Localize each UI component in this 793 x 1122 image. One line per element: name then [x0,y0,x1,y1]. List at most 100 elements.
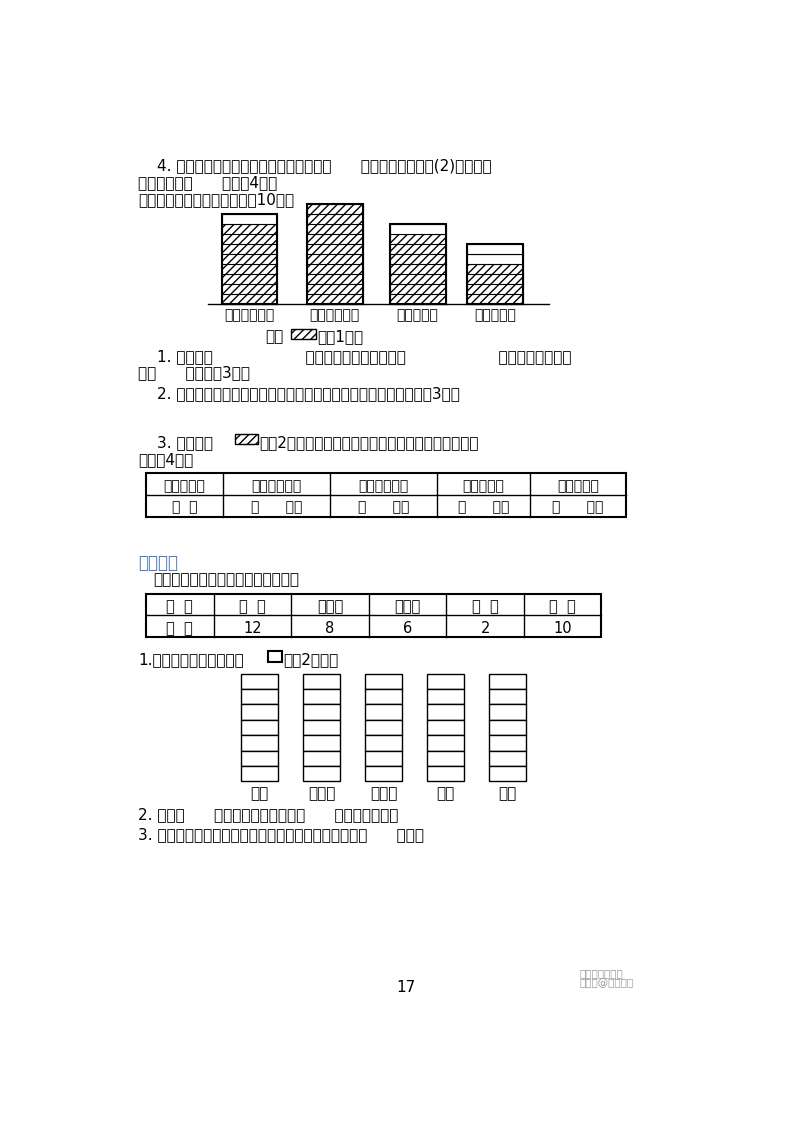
Text: 表示2人，那么上面统计的结果分别是多少？填在下表: 表示2人，那么上面统计的结果分别是多少？填在下表 [259,435,479,450]
Bar [489,720,526,735]
Text: 《葫芦娃》: 《葫芦娃》 [462,479,504,493]
Text: 1. 喜欢看（                   ）的人数最多，喜欢看（                   ）的人数最少，相: 1. 喜欢看（ ）的人数最多，喜欢看（ ）的人数最少，相 [157,349,572,364]
Bar [427,720,464,735]
Bar [365,689,402,705]
Bar [427,735,464,751]
Text: 毁  子: 毁 子 [550,599,576,614]
Text: （      ）人: （ ）人 [251,500,302,514]
Bar [303,673,340,689]
Text: 毁子: 毁子 [499,787,517,801]
Bar [241,705,278,720]
Text: 4. 得优秀的人数与得不及格的人数相差（      ）。总的来看，二(2)班上学期: 4. 得优秀的人数与得不及格的人数相差（ ）。总的来看，二(2)班上学期 [157,158,492,173]
Text: 乒乓球: 乒乓球 [317,599,343,614]
Text: 表示2人）。: 表示2人）。 [284,652,339,668]
Bar [221,224,278,304]
Bar [303,751,340,766]
Text: 羽毛球: 羽毛球 [370,787,397,801]
Text: 中。（4分）: 中。（4分） [138,452,193,467]
Bar [389,224,446,234]
Bar [467,243,523,304]
Text: 1.在格子里面涂色（每个: 1.在格子里面涂色（每个 [138,652,243,668]
Bar [241,751,278,766]
Text: 排球: 排球 [251,787,269,801]
Text: 每个: 每个 [266,330,284,344]
Text: 思维冲浪: 思维冲浪 [138,553,178,571]
Bar [489,735,526,751]
Bar [427,766,464,781]
Bar [307,204,362,304]
Bar [365,720,402,735]
Text: 《海绵宝宝》: 《海绵宝宝》 [251,479,301,493]
Bar [303,705,340,720]
Bar [303,766,340,781]
Text: 2. 如果每个人都只选其中一部动画片，那么一共统计了多少人？（3分）: 2. 如果每个人都只选其中一部动画片，那么一共统计了多少人？（3分） [157,386,460,401]
Text: 人  数: 人 数 [167,622,193,636]
Bar [365,751,402,766]
Text: 同学们喜欢的运动项目如下表所示。: 同学们喜欢的运动项目如下表所示。 [153,572,300,587]
Text: （      ）人: （ ）人 [458,500,509,514]
Text: （      ）人: （ ）人 [358,500,409,514]
Bar [241,689,278,705]
Bar [427,673,464,689]
Bar [489,751,526,766]
Text: 差（      ）人。（3分）: 差（ ）人。（3分） [138,366,250,380]
Text: 动画片名称: 动画片名称 [163,479,205,493]
Text: 排  球: 排 球 [239,599,266,614]
Text: 6: 6 [403,622,412,636]
Bar [389,234,446,304]
Bar [235,434,258,444]
Bar [221,214,278,304]
Bar [427,689,464,705]
Text: 2: 2 [481,622,490,636]
Text: 羽毛球: 羽毛球 [394,599,421,614]
Bar [291,329,316,339]
Bar [268,651,282,662]
Text: 《海绵宝宝》: 《海绵宝宝》 [224,309,274,323]
Bar [241,735,278,751]
Bar [467,243,523,254]
Bar [489,689,526,705]
Bar [467,254,523,264]
Text: 《狮子王》: 《狮子王》 [474,309,516,323]
Bar [489,766,526,781]
Text: 《狮子王》: 《狮子王》 [557,479,599,493]
Bar [365,673,402,689]
Text: 搜狐号@财精清斗: 搜狐号@财精清斗 [580,977,634,987]
Text: 12: 12 [243,622,262,636]
Text: 17: 17 [396,981,416,995]
Text: 10: 10 [554,622,572,636]
Bar [427,705,464,720]
Bar [365,705,402,720]
Text: 《葫芦娃》: 《葫芦娃》 [396,309,439,323]
Text: 8: 8 [325,622,335,636]
Text: 篹球: 篹球 [436,787,454,801]
Bar [146,473,626,516]
Bar [307,204,362,304]
Bar [365,735,402,751]
Text: 篹  球: 篹 球 [472,599,499,614]
Bar [303,720,340,735]
Bar [427,751,464,766]
Text: 乒兵球: 乒兵球 [308,787,335,801]
Bar [303,735,340,751]
Text: 3. 如果每人只选其中一种运动项目，那么一共统计了（      ）人。: 3. 如果每人只选其中一种运动项目，那么一共统计了（ ）人。 [138,828,424,843]
Bar [303,689,340,705]
Bar [241,673,278,689]
Text: 中小学满分学苑: 中小学满分学苑 [580,968,623,977]
Bar [489,705,526,720]
Text: 数  量: 数 量 [171,500,197,514]
Text: 2. 喜欢（      ）的人数最多，喜欢（      ）的人数最少。: 2. 喜欢（ ）的人数最多，喜欢（ ）的人数最少。 [138,808,398,822]
Bar [221,214,278,224]
Bar [241,720,278,735]
Bar [146,594,601,636]
Text: 《猫和老鼠》: 《猫和老鼠》 [309,309,360,323]
Bar [389,224,446,304]
Bar [467,264,523,304]
Text: 项  目: 项 目 [167,599,193,614]
Text: 《猫和老鼠》: 《猫和老鼠》 [358,479,408,493]
Text: 表示1人。: 表示1人。 [318,330,364,344]
Bar [365,766,402,781]
Text: 七、我们喜欢的动画片。（入10分）: 七、我们喜欢的动画片。（入10分） [138,192,294,208]
Text: 3. 如果每个: 3. 如果每个 [157,435,213,450]
Text: 的数学成绩（      ）。（4分）: 的数学成绩（ ）。（4分） [138,175,277,190]
